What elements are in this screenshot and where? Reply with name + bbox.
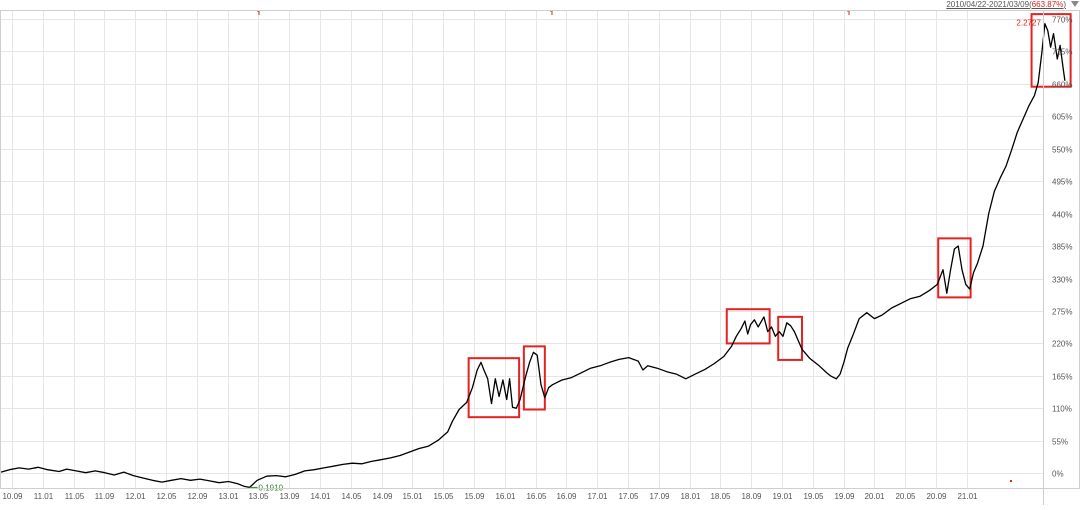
x-tick-label: 17.01 (587, 492, 608, 501)
x-tick-label: 18.01 (680, 492, 701, 501)
y-tick-label: 605% (1052, 113, 1072, 122)
x-tick-label: 12.09 (187, 492, 208, 501)
y-tick-label: 55% (1052, 438, 1068, 447)
max-price-label: 2.2727 (1016, 19, 1041, 28)
plot-frame (0, 10, 1080, 489)
x-tick-label: 18.09 (741, 492, 762, 501)
x-tick-label: 19.09 (834, 492, 855, 501)
return-line (0, 22, 1066, 489)
x-tick-label: 11.05 (65, 492, 85, 501)
y-tick-label: 385% (1052, 243, 1072, 252)
x-tick-label: 20.09 (926, 492, 947, 501)
highlight-box (522, 345, 546, 411)
dropdown-caret-icon[interactable] (1071, 1, 1079, 7)
y-tick-label: 110% (1052, 405, 1072, 414)
x-tick-label: 19.01 (772, 492, 793, 501)
x-tick-label: 14.05 (341, 492, 362, 501)
y-tick-label: 660% (1052, 81, 1072, 90)
x-tick-label: 12.01 (125, 492, 146, 501)
y-tick-label: 220% (1052, 340, 1072, 349)
y-tick-label: 495% (1052, 178, 1072, 187)
x-tick-label: 13.09 (279, 492, 300, 501)
x-tick-label: 20.01 (864, 492, 885, 501)
x-tick-label: 16.09 (556, 492, 577, 501)
x-tick-label: 14.01 (310, 492, 331, 501)
top-marker-icon (847, 10, 850, 15)
highlight-box (1030, 13, 1072, 88)
y-tick-label: 275% (1052, 308, 1072, 317)
x-tick-label: 13.01 (218, 492, 239, 501)
bottom-marker-icon (1010, 480, 1012, 482)
grid-layer (0, 10, 1043, 488)
period-change-close: ) (1063, 0, 1066, 9)
period-range-label[interactable]: 2010/04/22-2021/03/09(663.87%) (946, 0, 1066, 10)
x-tick-label: 18.05 (710, 492, 731, 501)
x-tick-label: 16.01 (495, 492, 516, 501)
x-tick-label: 17.05 (618, 492, 639, 501)
y-tick-label: 550% (1052, 146, 1072, 155)
x-tick-label: 20.05 (895, 492, 916, 501)
x-tick-label: 21.01 (957, 492, 978, 501)
x-tick-label: 19.05 (803, 492, 824, 501)
y-tick-label: 770% (1052, 16, 1072, 25)
x-tick-label: 15.05 (433, 492, 454, 501)
x-tick-label: 17.09 (649, 492, 670, 501)
y-tick-label: 440% (1052, 211, 1072, 220)
x-tick-label: 12.05 (156, 492, 177, 501)
x-tick-label: 11.09 (95, 492, 115, 501)
highlight-box (937, 237, 972, 299)
period-change-value: 663.87% (1031, 0, 1064, 9)
x-tick-label: 15.01 (402, 492, 423, 501)
x-tick-label: 10.09 (2, 492, 23, 501)
highlight-box (467, 357, 521, 419)
highlight-box (777, 315, 804, 361)
x-tick-label: 16.05 (526, 492, 547, 501)
x-tick-label: 14.09 (372, 492, 393, 501)
min-price-label: 0.1910 (259, 483, 284, 492)
highlight-layer (467, 13, 1072, 419)
y-tick-label: 165% (1052, 373, 1072, 382)
period-change-open: ( (1029, 0, 1032, 9)
y-tick-label: 330% (1052, 276, 1072, 285)
highlight-box (725, 308, 771, 345)
top-marker-icon (550, 10, 553, 15)
line-layer (0, 22, 1066, 489)
x-tick-label: 11.01 (34, 492, 54, 501)
y-tick-label: 0% (1052, 470, 1064, 479)
x-tick-label: 13.05 (248, 492, 269, 501)
y-tick-label: 715% (1052, 48, 1072, 57)
x-tick-label: 15.09 (464, 492, 485, 501)
label-layer: 2.2727 0.1910 (249, 10, 1041, 492)
period-range-text: 2010/04/22-2021/03/09 (946, 0, 1030, 9)
